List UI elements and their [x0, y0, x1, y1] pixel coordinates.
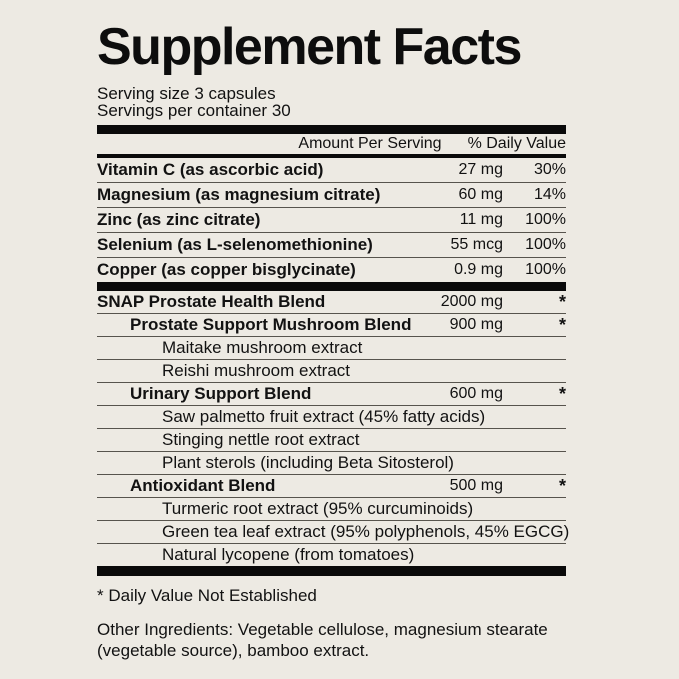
ingredient-name: Stinging nettle root extract: [162, 430, 360, 449]
row-maitake-mushroom-extract: Maitake mushroom extract: [97, 336, 566, 359]
daily-value-percent: 14%: [533, 186, 566, 203]
row-saw-palmetto-fruit-extract-45-fatty-acids: Saw palmetto fruit extract (45% fatty ac…: [97, 405, 566, 428]
daily-value-percent: 100%: [525, 261, 566, 278]
row-plant-sterols-including-beta-sitosterol: Plant sterols (including Beta Sitosterol…: [97, 451, 566, 474]
blend-rows: SNAP Prostate Health Blend 2000 mg * Prosta…: [97, 291, 570, 566]
daily-value-percent: 100%: [525, 211, 566, 228]
row-snap-prostate-health-blend: SNAP Prostate Health Blend 2000 mg *: [97, 291, 566, 313]
nutrient-rows: Vitamin C (as ascorbic acid) 27 mg 30% Magn…: [97, 158, 566, 282]
ingredient-name: Vitamin C (as ascorbic acid): [97, 160, 324, 179]
daily-value-percent: 30%: [533, 161, 566, 178]
row-natural-lycopene-from-tomatoes: Natural lycopene (from tomatoes): [97, 543, 566, 566]
ingredient-name: Natural lycopene (from tomatoes): [162, 545, 415, 564]
amount-per-serving-value: 0.9 mg: [454, 261, 503, 278]
daily-value-asterisk: *: [558, 315, 566, 335]
row-antioxidant-blend: Antioxidant Blend 500 mg *: [97, 474, 566, 497]
row-prostate-support-mushroom-blend: Prostate Support Mushroom Blend 900 mg *: [97, 313, 566, 336]
thick-divider-bottom: [97, 566, 566, 576]
row-reishi-mushroom-extract: Reishi mushroom extract: [97, 359, 566, 382]
amount-per-serving-value: 600 mg: [449, 385, 503, 402]
serving-info: Serving size 3 capsules Servings per con…: [97, 85, 566, 119]
row-selenium-as-l-selenomethionine: Selenium (as L-selenomethionine) 55 mcg 10…: [97, 232, 566, 257]
ingredient-name: Urinary Support Blend: [130, 384, 312, 403]
amount-per-serving-value: 500 mg: [449, 477, 503, 494]
ingredient-name: Selenium (as L-selenomethionine): [97, 235, 373, 254]
daily-value-footnote: * Daily Value Not Established: [97, 586, 317, 605]
column-header-row: Amount Per Serving % Daily Value: [97, 134, 566, 154]
row-copper-as-copper-bisglycinate: Copper (as copper bisglycinate) 0.9 mg 100…: [97, 257, 566, 282]
row-urinary-support-blend: Urinary Support Blend 600 mg *: [97, 382, 566, 405]
amount-per-serving-value: 11 mg: [459, 211, 503, 228]
row-turmeric-root-extract-95-curcuminoids: Turmeric root extract (95% curcuminoids): [97, 497, 566, 520]
daily-value-asterisk: *: [558, 292, 566, 312]
amount-per-serving-value: 900 mg: [449, 316, 503, 333]
ingredient-name: Copper (as copper bisglycinate): [97, 260, 356, 279]
ingredient-name: Antioxidant Blend: [130, 476, 276, 495]
servings-per-container: Servings per container 30: [97, 101, 291, 120]
ingredient-name: Magnesium (as magnesium citrate): [97, 185, 381, 204]
ingredient-name: Green tea leaf extract (95% polyphenols,…: [162, 522, 570, 541]
supplement-facts-label: Supplement Facts Serving size 3 capsules…: [97, 18, 570, 661]
column-header-amount: Amount Per Serving: [298, 135, 442, 152]
thick-divider-top: [97, 125, 566, 134]
amount-per-serving-value: 27 mg: [458, 161, 503, 178]
ingredient-name: Reishi mushroom extract: [162, 361, 351, 380]
header-divider: [97, 154, 566, 158]
amount-per-serving-value: 60 mg: [458, 186, 503, 203]
amount-per-serving-value: 2000 mg: [440, 293, 503, 310]
row-green-tea-leaf-extract-95-polyphenols-45-egcg: Green tea leaf extract (95% polyphenols,…: [97, 520, 570, 543]
ingredient-name: SNAP Prostate Health Blend: [97, 292, 326, 311]
serving-size: Serving size 3 capsules: [97, 84, 276, 103]
ingredient-name: Prostate Support Mushroom Blend: [130, 315, 412, 334]
other-ingredients: Other Ingredients: Vegetable cellulose, …: [97, 620, 548, 660]
ingredient-name: Maitake mushroom extract: [162, 338, 363, 357]
amount-per-serving-value: 55 mcg: [450, 236, 503, 253]
daily-value-asterisk: *: [558, 384, 566, 404]
row-stinging-nettle-root-extract: Stinging nettle root extract: [97, 428, 566, 451]
ingredient-name: Saw palmetto fruit extract (45% fatty ac…: [162, 407, 486, 426]
daily-value-percent: 100%: [525, 236, 566, 253]
supplement-facts-title: Supplement Facts: [97, 18, 522, 76]
daily-value-asterisk: *: [558, 476, 566, 496]
column-header-daily-value: % Daily Value: [467, 135, 566, 152]
ingredient-name: Zinc (as zinc citrate): [97, 210, 261, 229]
row-vitamin-c-as-ascorbic-acid: Vitamin C (as ascorbic acid) 27 mg 30%: [97, 158, 566, 182]
ingredient-name: Plant sterols (including Beta Sitosterol…: [162, 453, 454, 472]
thick-divider-blends: [97, 282, 566, 291]
row-magnesium-as-magnesium-citrate: Magnesium (as magnesium citrate) 60 mg 14%: [97, 182, 566, 207]
row-zinc-as-zinc-citrate: Zinc (as zinc citrate) 11 mg 100%: [97, 207, 566, 232]
ingredient-name: Turmeric root extract (95% curcuminoids): [162, 499, 474, 518]
